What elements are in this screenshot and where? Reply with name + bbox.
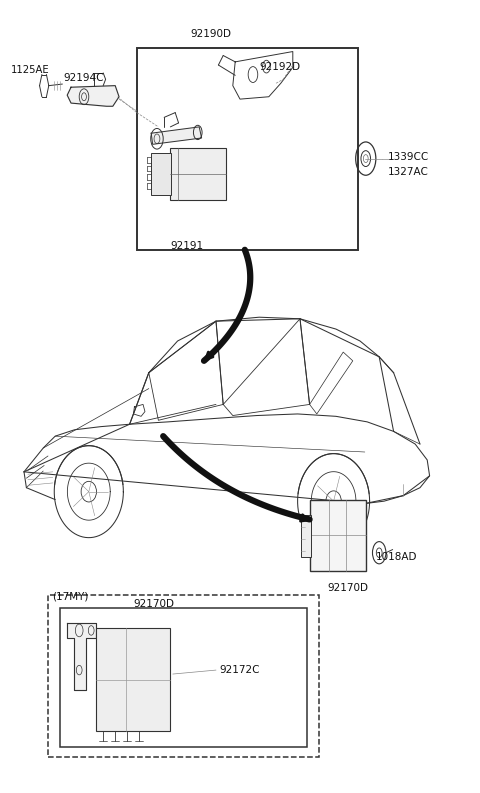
FancyBboxPatch shape [170,148,226,200]
Text: 92172C: 92172C [219,665,259,675]
Polygon shape [67,86,119,106]
Text: 1339CC: 1339CC [388,152,429,162]
Text: 1018AD: 1018AD [375,552,417,561]
Text: 92190D: 92190D [191,29,232,39]
Text: 92194C: 92194C [63,73,104,82]
Text: 92192D: 92192D [259,62,300,71]
FancyBboxPatch shape [96,628,170,731]
FancyBboxPatch shape [151,153,171,195]
Text: 92191: 92191 [170,241,204,251]
Text: 92170D: 92170D [327,584,368,593]
Polygon shape [67,623,96,690]
Text: 1327AC: 1327AC [388,167,429,177]
Polygon shape [151,127,202,144]
Text: 1125AE: 1125AE [11,65,49,75]
Text: 92170D: 92170D [133,600,174,609]
Text: (17MY): (17MY) [52,592,88,601]
FancyBboxPatch shape [310,500,366,571]
FancyBboxPatch shape [301,515,311,557]
